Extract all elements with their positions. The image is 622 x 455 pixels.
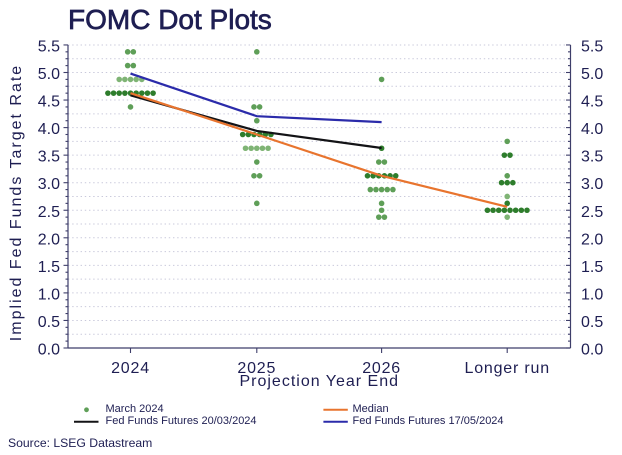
svg-text:2026: 2026 <box>362 360 401 377</box>
svg-text:2025: 2025 <box>237 360 276 377</box>
svg-text:1.0: 1.0 <box>38 286 60 303</box>
svg-text:March 2024: March 2024 <box>106 403 164 415</box>
svg-text:Median: Median <box>353 403 389 415</box>
svg-text:1.5: 1.5 <box>38 259 60 276</box>
svg-text:4.5: 4.5 <box>38 94 60 111</box>
svg-text:4.0: 4.0 <box>38 121 60 138</box>
svg-text:Fed Funds Futures 17/05/2024: Fed Funds Futures 17/05/2024 <box>353 415 504 427</box>
svg-text:3.0: 3.0 <box>38 176 60 193</box>
svg-text:Projection Year End: Projection Year End <box>239 373 399 390</box>
svg-text:5.5: 5.5 <box>581 38 603 55</box>
svg-text:0.5: 0.5 <box>581 314 603 331</box>
svg-text:0.0: 0.0 <box>38 342 60 359</box>
svg-text:Fed Funds Futures 20/03/2024: Fed Funds Futures 20/03/2024 <box>106 415 257 427</box>
svg-text:5.0: 5.0 <box>581 66 603 83</box>
svg-text:3.5: 3.5 <box>38 149 60 166</box>
svg-text:0.5: 0.5 <box>38 314 60 331</box>
svg-text:2024: 2024 <box>111 360 150 377</box>
svg-text:2.0: 2.0 <box>38 231 60 248</box>
svg-text:Source: LSEG Datastream: Source: LSEG Datastream <box>8 436 152 450</box>
svg-text:0.0: 0.0 <box>581 342 603 359</box>
svg-text:4.0: 4.0 <box>581 121 603 138</box>
svg-text:3.5: 3.5 <box>581 149 603 166</box>
svg-text:Longer run: Longer run <box>465 360 550 377</box>
svg-text:5.5: 5.5 <box>38 38 60 55</box>
svg-text:1.0: 1.0 <box>581 286 603 303</box>
svg-text:3.0: 3.0 <box>581 176 603 193</box>
svg-text:Implied Fed Funds Target Rate: Implied Fed Funds Target Rate <box>8 64 25 341</box>
svg-text:5.0: 5.0 <box>38 66 60 83</box>
svg-text:4.5: 4.5 <box>581 94 603 111</box>
svg-text:2.5: 2.5 <box>38 204 60 221</box>
svg-text:2.5: 2.5 <box>581 204 603 221</box>
svg-text:FOMC Dot Plots: FOMC Dot Plots <box>68 4 272 35</box>
svg-text:2.0: 2.0 <box>581 231 603 248</box>
svg-text:1.5: 1.5 <box>581 259 603 276</box>
